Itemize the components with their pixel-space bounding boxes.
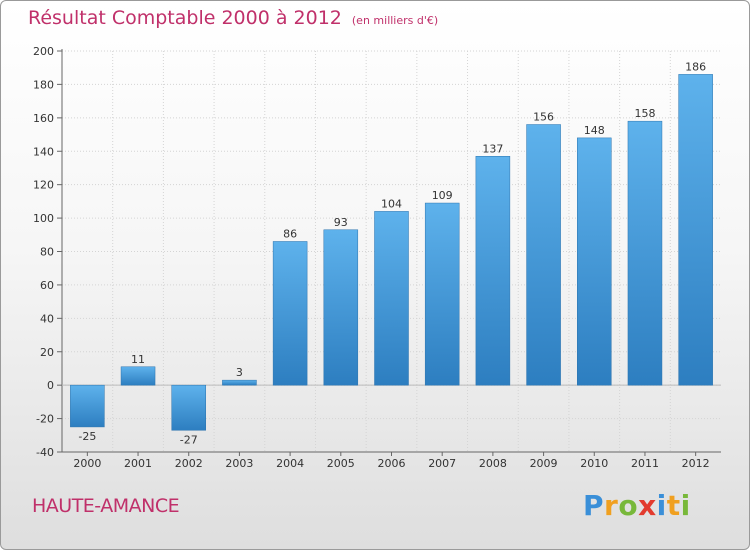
- data-label: -27: [180, 433, 198, 446]
- x-tick-label: 2011: [631, 457, 659, 470]
- x-tick-label: 2012: [682, 457, 710, 470]
- logo-letter: i: [680, 489, 691, 522]
- y-tick-label: 20: [40, 346, 54, 359]
- x-tick-label: 2009: [530, 457, 558, 470]
- logo-letter: P: [583, 489, 605, 522]
- data-label: 3: [236, 366, 243, 379]
- y-tick-label: 40: [40, 312, 54, 325]
- y-tick-label: 160: [33, 112, 54, 125]
- y-tick-label: 0: [47, 379, 54, 392]
- y-tick-label: -20: [36, 413, 54, 426]
- y-tick-label: 140: [33, 145, 54, 158]
- bars: [70, 74, 713, 431]
- logo-letter: i: [656, 489, 667, 522]
- bar: [171, 384, 206, 431]
- bar: [526, 124, 561, 386]
- data-label: 156: [533, 111, 554, 124]
- bar: [577, 137, 612, 386]
- bar: [70, 384, 105, 428]
- proxiti-logo[interactable]: Proxiti: [583, 489, 691, 522]
- y-tick-label: 200: [33, 45, 54, 58]
- x-tick-label: 2007: [428, 457, 456, 470]
- data-label: 86: [283, 227, 297, 240]
- commune-name: HAUTE-AMANCE: [32, 495, 180, 517]
- data-label: 104: [381, 197, 402, 210]
- x-tick-label: 2001: [124, 457, 152, 470]
- data-label: 148: [584, 124, 605, 137]
- x-tick-label: 2010: [580, 457, 608, 470]
- x-tick-label: 2008: [479, 457, 507, 470]
- logo-letter: x: [638, 489, 657, 522]
- bar: [475, 156, 511, 386]
- logo-letter: t: [666, 489, 681, 522]
- bar: [272, 241, 308, 386]
- data-label: 11: [131, 353, 145, 366]
- y-tick-label: 60: [40, 279, 54, 292]
- data-label: 186: [685, 60, 706, 73]
- data-label: 158: [634, 107, 655, 120]
- bar: [323, 229, 359, 386]
- x-tick-label: 2003: [225, 457, 253, 470]
- bar: [120, 366, 156, 386]
- y-tick-label: -40: [36, 446, 54, 459]
- x-tick-label: 2005: [327, 457, 355, 470]
- bar: [627, 120, 663, 386]
- data-label: 109: [432, 189, 453, 202]
- logo-letter: r: [604, 489, 619, 522]
- x-tick-label: 2002: [175, 457, 203, 470]
- x-tick-label: 2004: [276, 457, 304, 470]
- data-labels: -25 11 -27 3 86 93 104 109 137 156 148 158 186: [78, 60, 706, 446]
- y-tick-label: 120: [33, 179, 54, 192]
- logo-letter: o: [618, 489, 639, 522]
- data-label: 137: [482, 142, 503, 155]
- chart-unit-note: (en milliers d'€): [351, 14, 439, 27]
- x-tick-label: 2006: [378, 457, 406, 470]
- x-tick-label: 2000: [73, 457, 101, 470]
- chart-title-row: Résultat Comptable 2000 à 2012 (en millie…: [28, 7, 438, 29]
- data-label: -25: [78, 430, 96, 443]
- axes: -40 -20 0 20 40 60 80 100 120 140 160 180 200 2000 200…: [33, 45, 721, 470]
- y-tick-label: 80: [40, 246, 54, 259]
- bar: [424, 202, 460, 386]
- bar: [678, 74, 713, 386]
- chart-title: Résultat Comptable 2000 à 2012: [28, 7, 342, 29]
- y-tick-label: 180: [33, 78, 54, 91]
- bar: [374, 211, 409, 386]
- y-tick-label: 100: [33, 212, 54, 225]
- data-label: 93: [334, 216, 348, 229]
- bar: [222, 379, 257, 386]
